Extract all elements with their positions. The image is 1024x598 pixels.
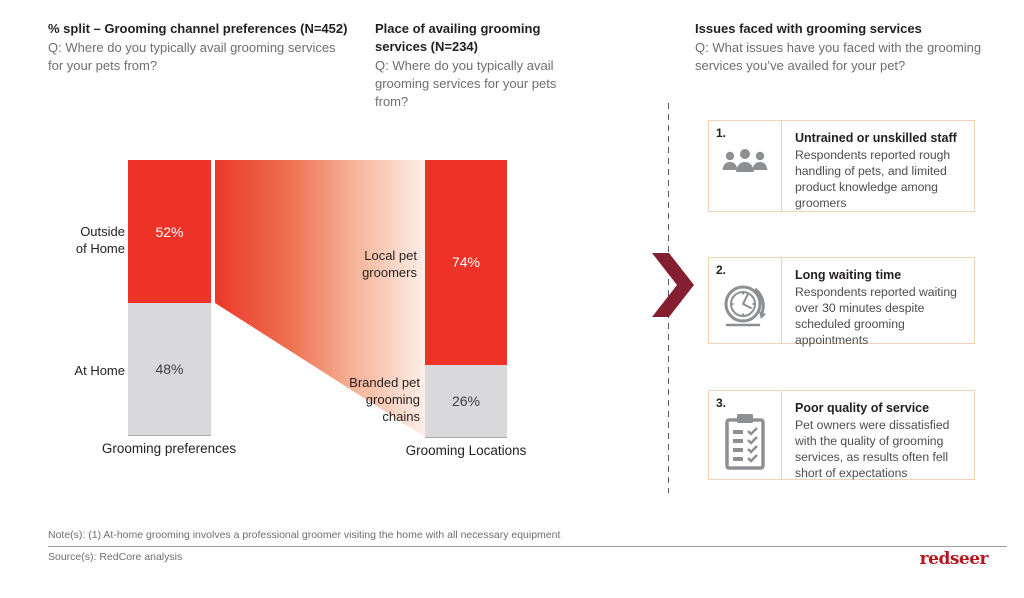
- bar-segment-branded-pet-grooming-chains: 26%: [425, 364, 507, 437]
- category-label-at-home: At Home: [74, 363, 125, 378]
- funnel-gradient-shape: [215, 160, 425, 437]
- left-chart-header: % split – Grooming channel preferences (…: [48, 20, 348, 75]
- issue-card-3-text: Poor quality of service Pet owners were …: [782, 391, 974, 480]
- issue-card-1-left: 1.: [709, 121, 782, 211]
- issue-number-2: 2.: [716, 263, 727, 277]
- issue-title-3: Poor quality of service: [795, 401, 930, 415]
- middle-chart-header: Place of availing grooming services (N=2…: [375, 20, 580, 111]
- issue-card-1: 1. Untrained or unskilled staff Responde…: [708, 120, 975, 212]
- issue-description-1: Respondents reported rough handling of p…: [795, 148, 951, 210]
- footer-divider: [48, 546, 1007, 547]
- issue-number-1: 1.: [716, 126, 727, 140]
- category-label-branded-pet-grooming-chains: Branded pet grooming chains: [349, 375, 420, 424]
- issue-card-1-text: Untrained or unskilled staff Respondents…: [782, 121, 974, 211]
- x-axis-label-grooming-preferences: Grooming preferences: [101, 441, 237, 456]
- issue-description-2: Respondents reported waiting over 30 min…: [795, 285, 957, 347]
- middle-chart-question: Q: Where do you typically avail grooming…: [375, 58, 557, 109]
- issue-card-2: 2. Long waiting time Respondents reporte…: [708, 257, 975, 347]
- issues-header: Issues faced with grooming services Q: W…: [695, 20, 1010, 75]
- x-axis-label-grooming-locations: Grooming Locations: [405, 443, 527, 458]
- issue-card-3: 3. Poor quality of service Pet owners we…: [708, 390, 975, 480]
- issue-card-2-text: Long waiting time Respondents reported w…: [782, 258, 974, 347]
- bar-segment-outside-of-home: 52%: [128, 160, 211, 303]
- stacked-bar-grooming-locations: 74% 26%: [425, 160, 507, 438]
- clipboard-checklist-icon: [725, 414, 765, 470]
- clock-icon: [724, 285, 766, 327]
- issues-question: Q: What issues have you faced with the g…: [695, 40, 982, 73]
- issues-title: Issues faced with grooming services: [695, 21, 922, 36]
- left-chart-question: Q: Where do you typically avail grooming…: [48, 40, 336, 73]
- redseer-logo: redseer: [919, 549, 989, 569]
- issue-title-1: Untrained or unskilled staff: [795, 131, 957, 145]
- category-label-outside-of-home: Outside of Home: [75, 224, 125, 256]
- stacked-bar-grooming-preferences: 52% 48%: [128, 160, 211, 436]
- chevron-right-icon: [652, 253, 694, 317]
- source-note: Source(s): RedCore analysis: [48, 551, 183, 563]
- bar-segment-at-home: 48%: [128, 303, 211, 435]
- issue-number-3: 3.: [716, 396, 727, 410]
- people-group-icon: [722, 149, 768, 172]
- issue-description-3: Pet owners were dissatisfied with the qu…: [795, 418, 950, 480]
- issue-title-2: Long waiting time: [795, 268, 902, 282]
- bar-segment-local-pet-groomers: 74%: [425, 160, 507, 365]
- issue-card-3-left: 3.: [709, 391, 782, 479]
- footnote: Note(s): (1) At-home grooming involves a…: [48, 529, 561, 541]
- issue-card-2-left: 2.: [709, 258, 782, 343]
- middle-chart-title: Place of availing grooming services (N=2…: [375, 21, 541, 54]
- category-label-local-pet-groomers: Local pet groomers: [362, 248, 417, 280]
- left-chart-title: % split – Grooming channel preferences (…: [48, 21, 348, 36]
